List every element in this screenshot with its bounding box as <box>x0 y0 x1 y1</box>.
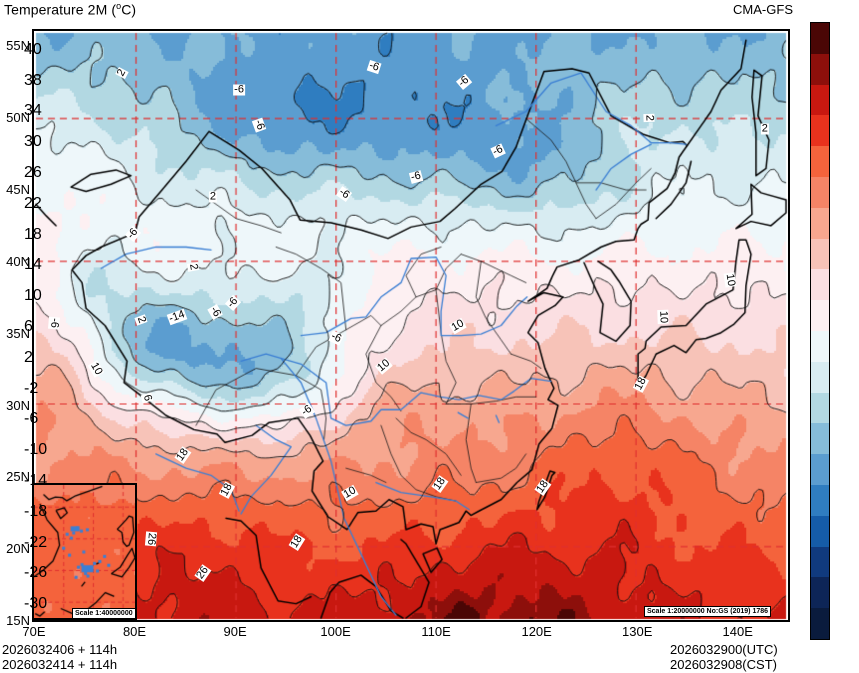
longitude-tick-label: 140E <box>722 624 753 639</box>
init-time-cst: 2026032414 + 114h <box>2 657 118 672</box>
contour-label: 10 <box>723 272 737 288</box>
colorbar-tick-label: 38 <box>24 71 42 89</box>
contour-label: -6 <box>48 316 61 330</box>
colorbar-tick-label: 30 <box>24 133 42 151</box>
longitude-tick-label: 120E <box>521 624 552 639</box>
latitude-tick-label: 50N <box>6 110 30 126</box>
colorbar-tick-label: 40 <box>24 40 42 58</box>
colorbar-band <box>811 300 829 331</box>
colorbar-band <box>811 238 829 270</box>
longitude-tick-label: 110E <box>421 624 451 639</box>
colorbar-band <box>811 146 829 177</box>
latitude-tick-label: 30N <box>6 397 30 413</box>
colorbar-tick-label: -6 <box>24 410 39 428</box>
colorbar-band <box>811 423 829 455</box>
longitude-tick-label: 70E <box>22 624 46 639</box>
contour-label: 2 <box>208 190 217 203</box>
longitude-tick-label: 80E <box>122 624 147 639</box>
valid-time-utc: 2026032900(UTC) <box>670 642 778 657</box>
contour-label: 2 <box>760 122 769 135</box>
latitude-tick-label: 25N <box>6 469 30 485</box>
latitude-tick-label: 45N <box>6 182 30 198</box>
colorbar-tick-label: -2 <box>24 379 39 397</box>
colorbar-tick-label: 22 <box>24 194 42 212</box>
contour-label: -6 <box>233 83 245 96</box>
colorbar-band <box>811 484 829 516</box>
colorbar-band <box>811 330 829 362</box>
colorbar-band <box>811 454 829 485</box>
contour-label: 2 <box>643 113 656 123</box>
colorbar-tick-label: 34 <box>24 102 42 120</box>
footer-left: 2026032406 + 114h 2026032414 + 114h <box>2 642 117 672</box>
colorbar-band <box>811 392 829 424</box>
colorbar-tick-label: -18 <box>24 502 48 520</box>
footer-right: 2026032900(UTC) 2026032908(CST) <box>670 642 778 672</box>
colorbar-band <box>811 269 829 301</box>
colorbar-tick-label: 6 <box>24 318 33 335</box>
init-time-utc: 2026032406 + 114h <box>2 642 118 657</box>
colorbar-tick-label: -30 <box>24 595 48 613</box>
colorbar-tick-label: -14 <box>24 472 48 489</box>
page-title-unit: C) <box>121 1 137 18</box>
valid-time-cst: 2026032908(CST) <box>670 657 777 672</box>
colorbar-tick-label: -22 <box>24 533 48 551</box>
colorbar-band <box>811 115 829 147</box>
degree-symbol: o <box>116 1 122 11</box>
colorbar-tick-label: 2 <box>24 348 33 366</box>
temperature-field-canvas <box>34 31 788 620</box>
colorbar-tick-label: 14 <box>24 256 42 274</box>
page-title-text: Temperature 2M ( <box>4 1 117 18</box>
latitude-tick-label: 35N <box>6 325 30 341</box>
page-title: Temperature 2M (oC) <box>4 1 136 18</box>
colorbar-band <box>811 515 829 547</box>
colorbar-band <box>811 53 829 85</box>
longitude-tick-label: 100E <box>320 624 351 639</box>
latitude-tick-label: 15N <box>6 613 30 628</box>
contour-label: 10 <box>657 310 671 325</box>
colorbar-band <box>811 84 829 116</box>
colorbar-tick-label: 10 <box>24 287 42 305</box>
colorbar-tick-label: -10 <box>24 441 48 459</box>
latitude-tick-label: 20N <box>6 541 30 557</box>
colorbar-tick-label: 18 <box>24 225 42 243</box>
inset-scale-label: Scale 1:40000000 <box>72 608 136 619</box>
colorbar-tick-label: 26 <box>24 164 42 181</box>
colorbar[interactable] <box>810 22 830 640</box>
longitude-tick-label: 130E <box>622 624 653 639</box>
colorbar-band <box>811 361 829 393</box>
colorbar-band <box>811 608 829 639</box>
temperature-map[interactable]: 2 -6 -6 -6 -6 -6 2 2 -6 2 -6 -6 2 10 -6 -14 -6 -6 2 -6 10 10 1… <box>32 29 790 622</box>
colorbar-tick-label: -26 <box>24 564 48 582</box>
latitude-tick-label: 55N <box>6 38 30 54</box>
colorbar-band <box>811 207 829 239</box>
colorbar-band <box>811 577 829 609</box>
map-scale-label: Scale 1:20000000 No:GS (2019) 1786 <box>644 606 772 617</box>
colorbar-band <box>811 176 829 208</box>
south-china-sea-inset[interactable] <box>32 483 137 620</box>
latitude-tick-label: 40N <box>6 253 30 269</box>
model-label: CMA-GFS <box>733 2 793 17</box>
inset-field-canvas <box>34 485 135 618</box>
contour-label: 26 <box>144 531 158 547</box>
colorbar-band <box>811 546 829 578</box>
longitude-tick-label: 90E <box>223 624 247 639</box>
colorbar-band <box>811 23 829 54</box>
